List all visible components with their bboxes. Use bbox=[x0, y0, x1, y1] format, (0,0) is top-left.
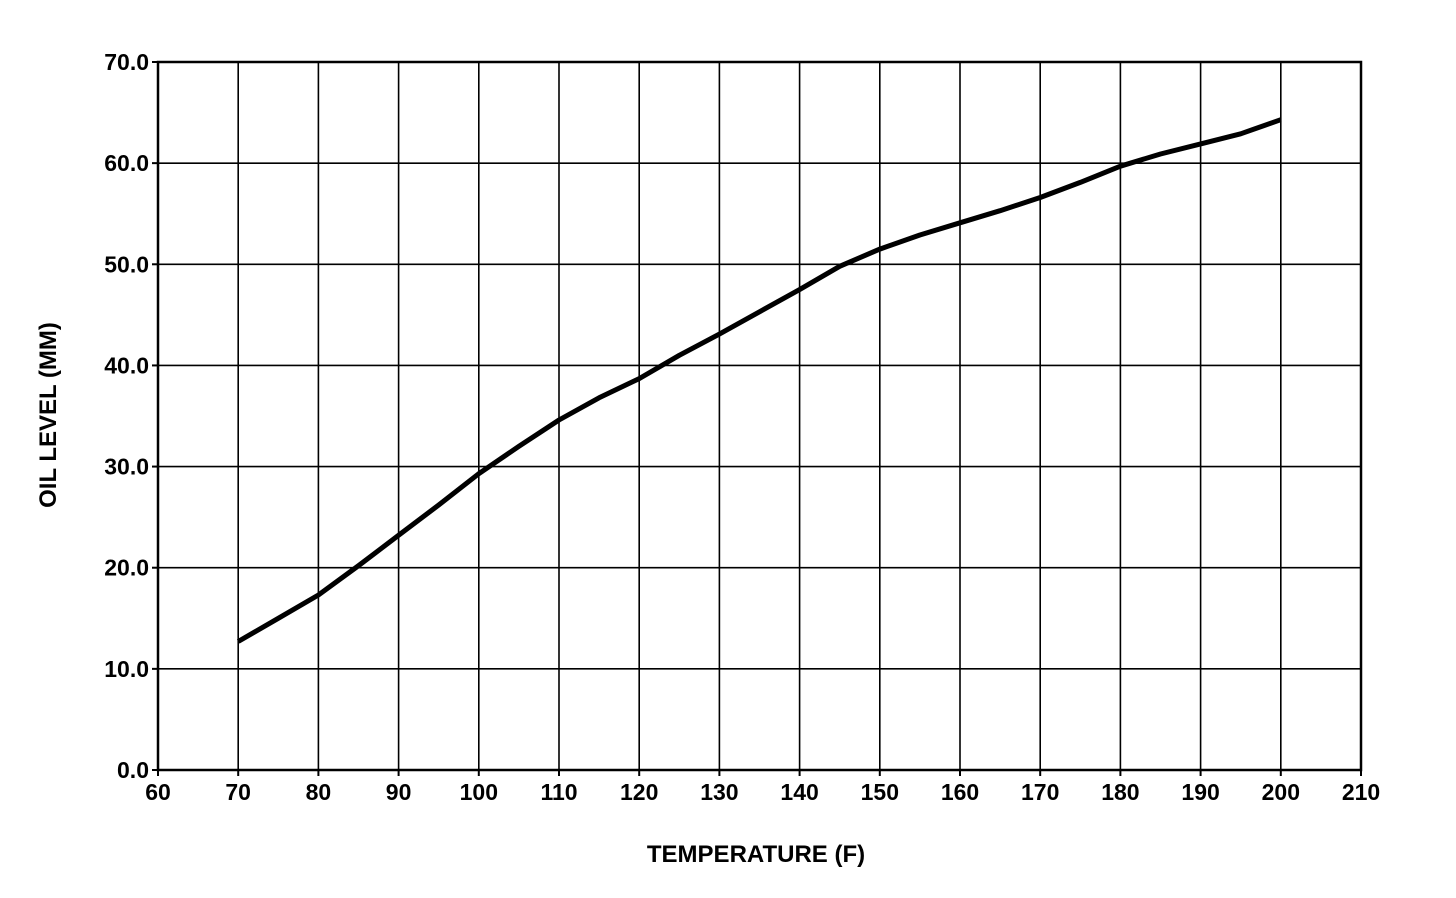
x-tick-label: 110 bbox=[540, 779, 577, 805]
x-tick-label: 210 bbox=[1342, 779, 1380, 805]
y-tick-label: 30.0 bbox=[104, 454, 149, 480]
y-axis-title: OIL LEVEL (MM) bbox=[35, 322, 62, 508]
y-tick-label: 50.0 bbox=[104, 251, 149, 277]
x-tick-label: 120 bbox=[620, 779, 658, 805]
x-tick-label: 160 bbox=[941, 779, 979, 805]
y-tick-label: 10.0 bbox=[104, 656, 149, 682]
x-tick-label: 180 bbox=[1101, 779, 1139, 805]
x-tick-label: 150 bbox=[861, 779, 899, 805]
x-tick-label: 70 bbox=[225, 779, 251, 805]
series-layer bbox=[236, 117, 1282, 644]
x-tick-label: 190 bbox=[1181, 779, 1219, 805]
grid bbox=[158, 62, 1361, 770]
plot-frame bbox=[156, 60, 1363, 772]
y-tick-label: 40.0 bbox=[104, 352, 149, 378]
x-tick-label: 200 bbox=[1262, 779, 1300, 805]
y-tick-label: 20.0 bbox=[104, 555, 149, 581]
plot-border bbox=[156, 60, 1363, 772]
y-axis-ticks: 0.0 10.0 20.0 30.0 40.0 50.0 60.0 70.0 bbox=[104, 49, 158, 783]
y-tick-label: 60.0 bbox=[104, 150, 149, 176]
x-tick-label: 60 bbox=[145, 779, 171, 805]
x-tick-label: 170 bbox=[1021, 779, 1059, 805]
x-tick-label: 130 bbox=[700, 779, 738, 805]
x-axis-ticks: 60 70 80 90 100 110 120 130 140 150 160 170 180 190 20… bbox=[145, 770, 1380, 805]
y-tick-label: 0.0 bbox=[117, 757, 149, 783]
x-tick-label: 80 bbox=[306, 779, 332, 805]
x-tick-label: 100 bbox=[460, 779, 498, 805]
x-axis-title: TEMPERATURE (F) bbox=[647, 841, 865, 868]
x-tick-label: 90 bbox=[386, 779, 412, 805]
series-line-0 bbox=[236, 117, 1282, 644]
y-tick-label: 70.0 bbox=[104, 49, 149, 75]
x-tick-label: 140 bbox=[780, 779, 818, 805]
